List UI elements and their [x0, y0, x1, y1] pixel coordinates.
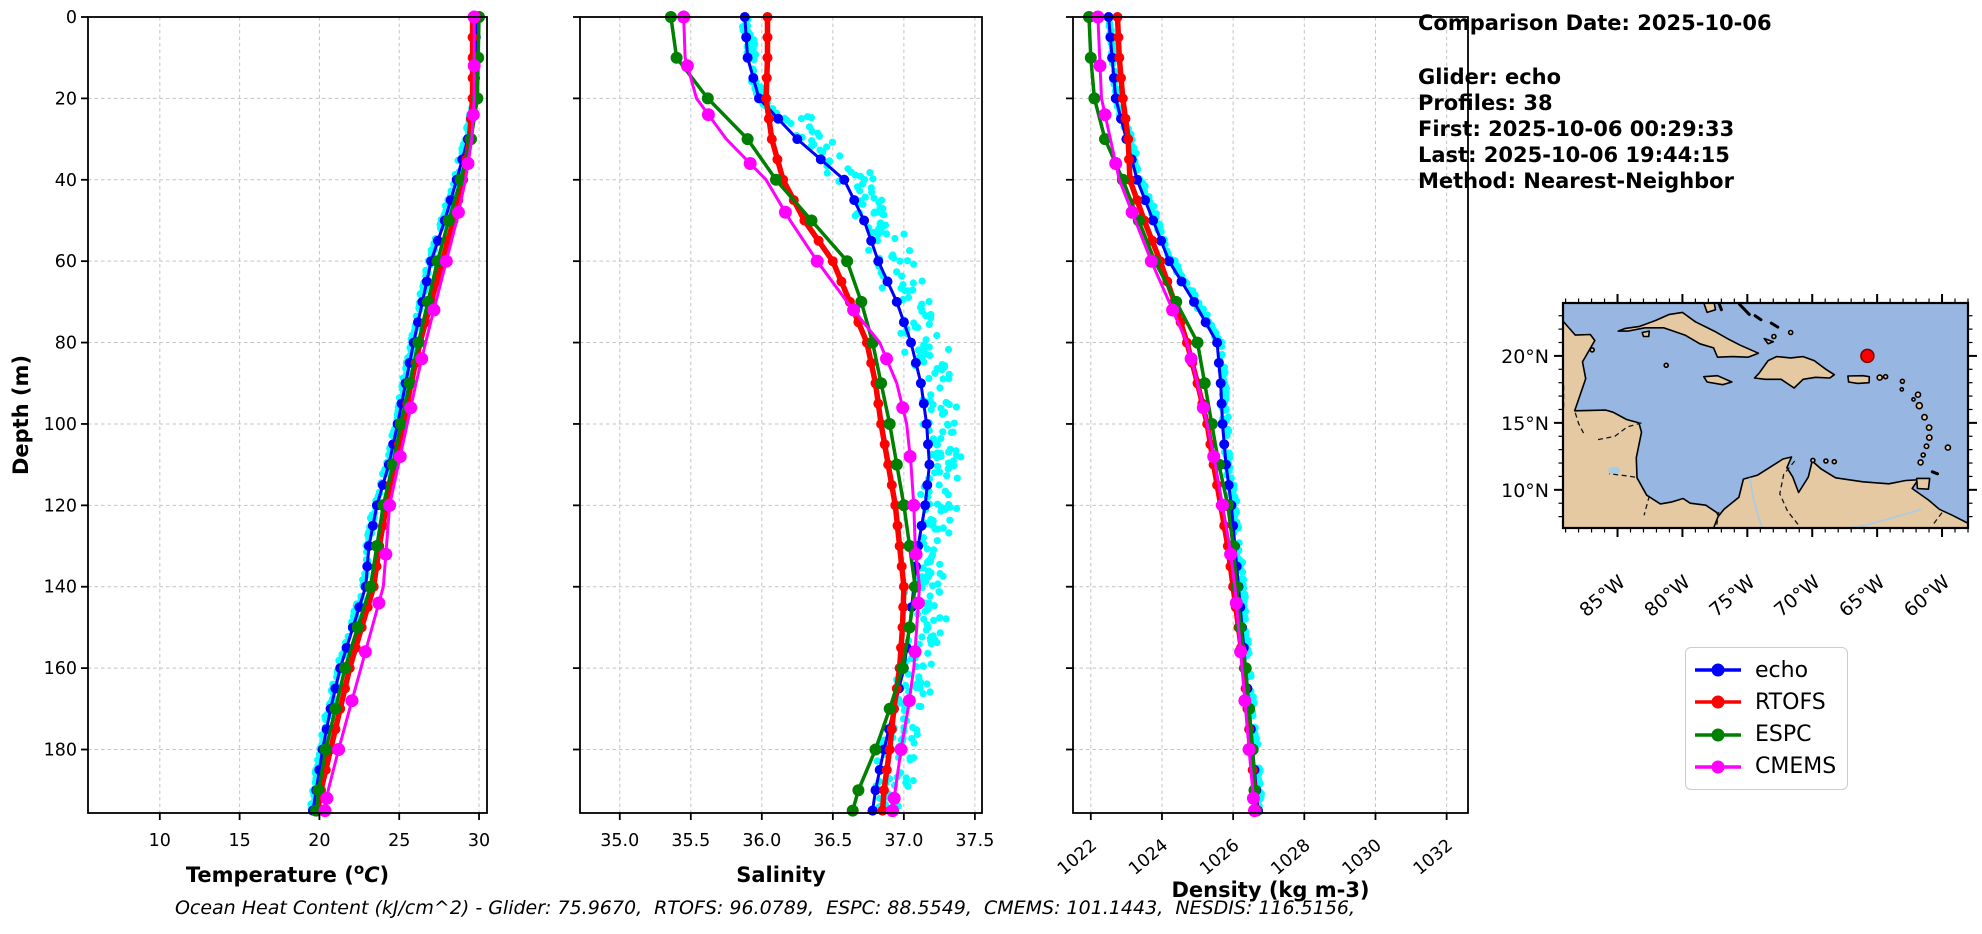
svg-text:75°W: 75°W: [1705, 571, 1759, 622]
svg-text:20: 20: [55, 89, 77, 109]
svg-text:Depth (m): Depth (m): [9, 355, 33, 475]
svg-text:180: 180: [44, 741, 77, 761]
series-CMEMS: [677, 10, 925, 818]
svg-text:60: 60: [55, 252, 77, 272]
svg-text:15°N: 15°N: [1501, 413, 1549, 435]
legend-marker-cmems: [1695, 760, 1741, 774]
svg-text:36.5: 36.5: [813, 831, 852, 851]
legend-marker-rtofs: [1695, 695, 1741, 709]
legend-item-cmems: CMEMS: [1686, 752, 1847, 782]
legend-item-echo: echo: [1686, 655, 1847, 685]
svg-text:0: 0: [66, 8, 77, 28]
svg-text:Salinity: Salinity: [736, 863, 826, 887]
comparison-date-text: Comparison Date: 2025-10-06: [1418, 11, 1772, 35]
ohc-footer-text: Ocean Heat Content (kJ/cm^2) - Glider: 7…: [174, 897, 1356, 919]
svg-text:40: 40: [55, 171, 77, 191]
svg-text:37.5: 37.5: [955, 831, 994, 851]
svg-text:25: 25: [388, 831, 410, 851]
svg-text:35.0: 35.0: [600, 831, 639, 851]
svg-text:160: 160: [44, 659, 77, 679]
svg-text:60°W: 60°W: [1900, 571, 1954, 622]
svg-text:70°W: 70°W: [1770, 571, 1824, 622]
svg-text:30: 30: [468, 831, 490, 851]
svg-text:85°W: 85°W: [1575, 571, 1629, 622]
svg-text:37.0: 37.0: [884, 831, 923, 851]
profiles-count-text: Profiles: 38: [1418, 91, 1553, 115]
svg-text:10°N: 10°N: [1501, 480, 1549, 502]
legend-label: CMEMS: [1755, 754, 1837, 780]
svg-text:140: 140: [44, 578, 77, 598]
legend-item-rtofs: RTOFS: [1686, 687, 1847, 717]
svg-text:80°W: 80°W: [1640, 571, 1694, 622]
legend-label: echo: [1755, 657, 1809, 683]
glider-position-marker: [1860, 348, 1875, 364]
first-profile-text: First: 2025-10-06 00:29:33: [1418, 117, 1735, 141]
svg-text:120: 120: [44, 496, 77, 516]
svg-text:20: 20: [308, 831, 330, 851]
legend-label: RTOFS: [1755, 689, 1826, 715]
legend-box: echo RTOFS ESPC CMEMS: [1685, 647, 1848, 790]
svg-text:10: 10: [149, 831, 171, 851]
legend-marker-espc: [1695, 728, 1741, 742]
svg-text:15: 15: [228, 831, 250, 851]
svg-text:35.5: 35.5: [671, 831, 710, 851]
svg-text:36.0: 36.0: [742, 831, 781, 851]
svg-text:100: 100: [44, 415, 77, 435]
series-CMEMS: [318, 10, 481, 818]
svg-text:65°W: 65°W: [1835, 571, 1889, 622]
map-features: [1563, 303, 1968, 528]
legend-item-espc: ESPC: [1686, 720, 1847, 750]
glider-name-text: Glider: echo: [1418, 65, 1562, 89]
method-text: Method: Nearest-Neighbor: [1418, 169, 1734, 193]
legend-label: ESPC: [1755, 722, 1812, 748]
svg-text:Temperature (oC): Temperature (oC): [186, 860, 389, 887]
svg-text:20°N: 20°N: [1501, 346, 1549, 368]
last-profile-text: Last: 2025-10-06 19:44:15: [1418, 143, 1730, 167]
svg-text:80: 80: [55, 334, 77, 354]
legend-marker-echo: [1695, 663, 1741, 677]
svg-text:Density (kg m-3): Density (kg m-3): [1171, 878, 1369, 902]
info-panel: Comparison Date: 2025-10-06 Glider: echo…: [1418, 10, 1772, 194]
